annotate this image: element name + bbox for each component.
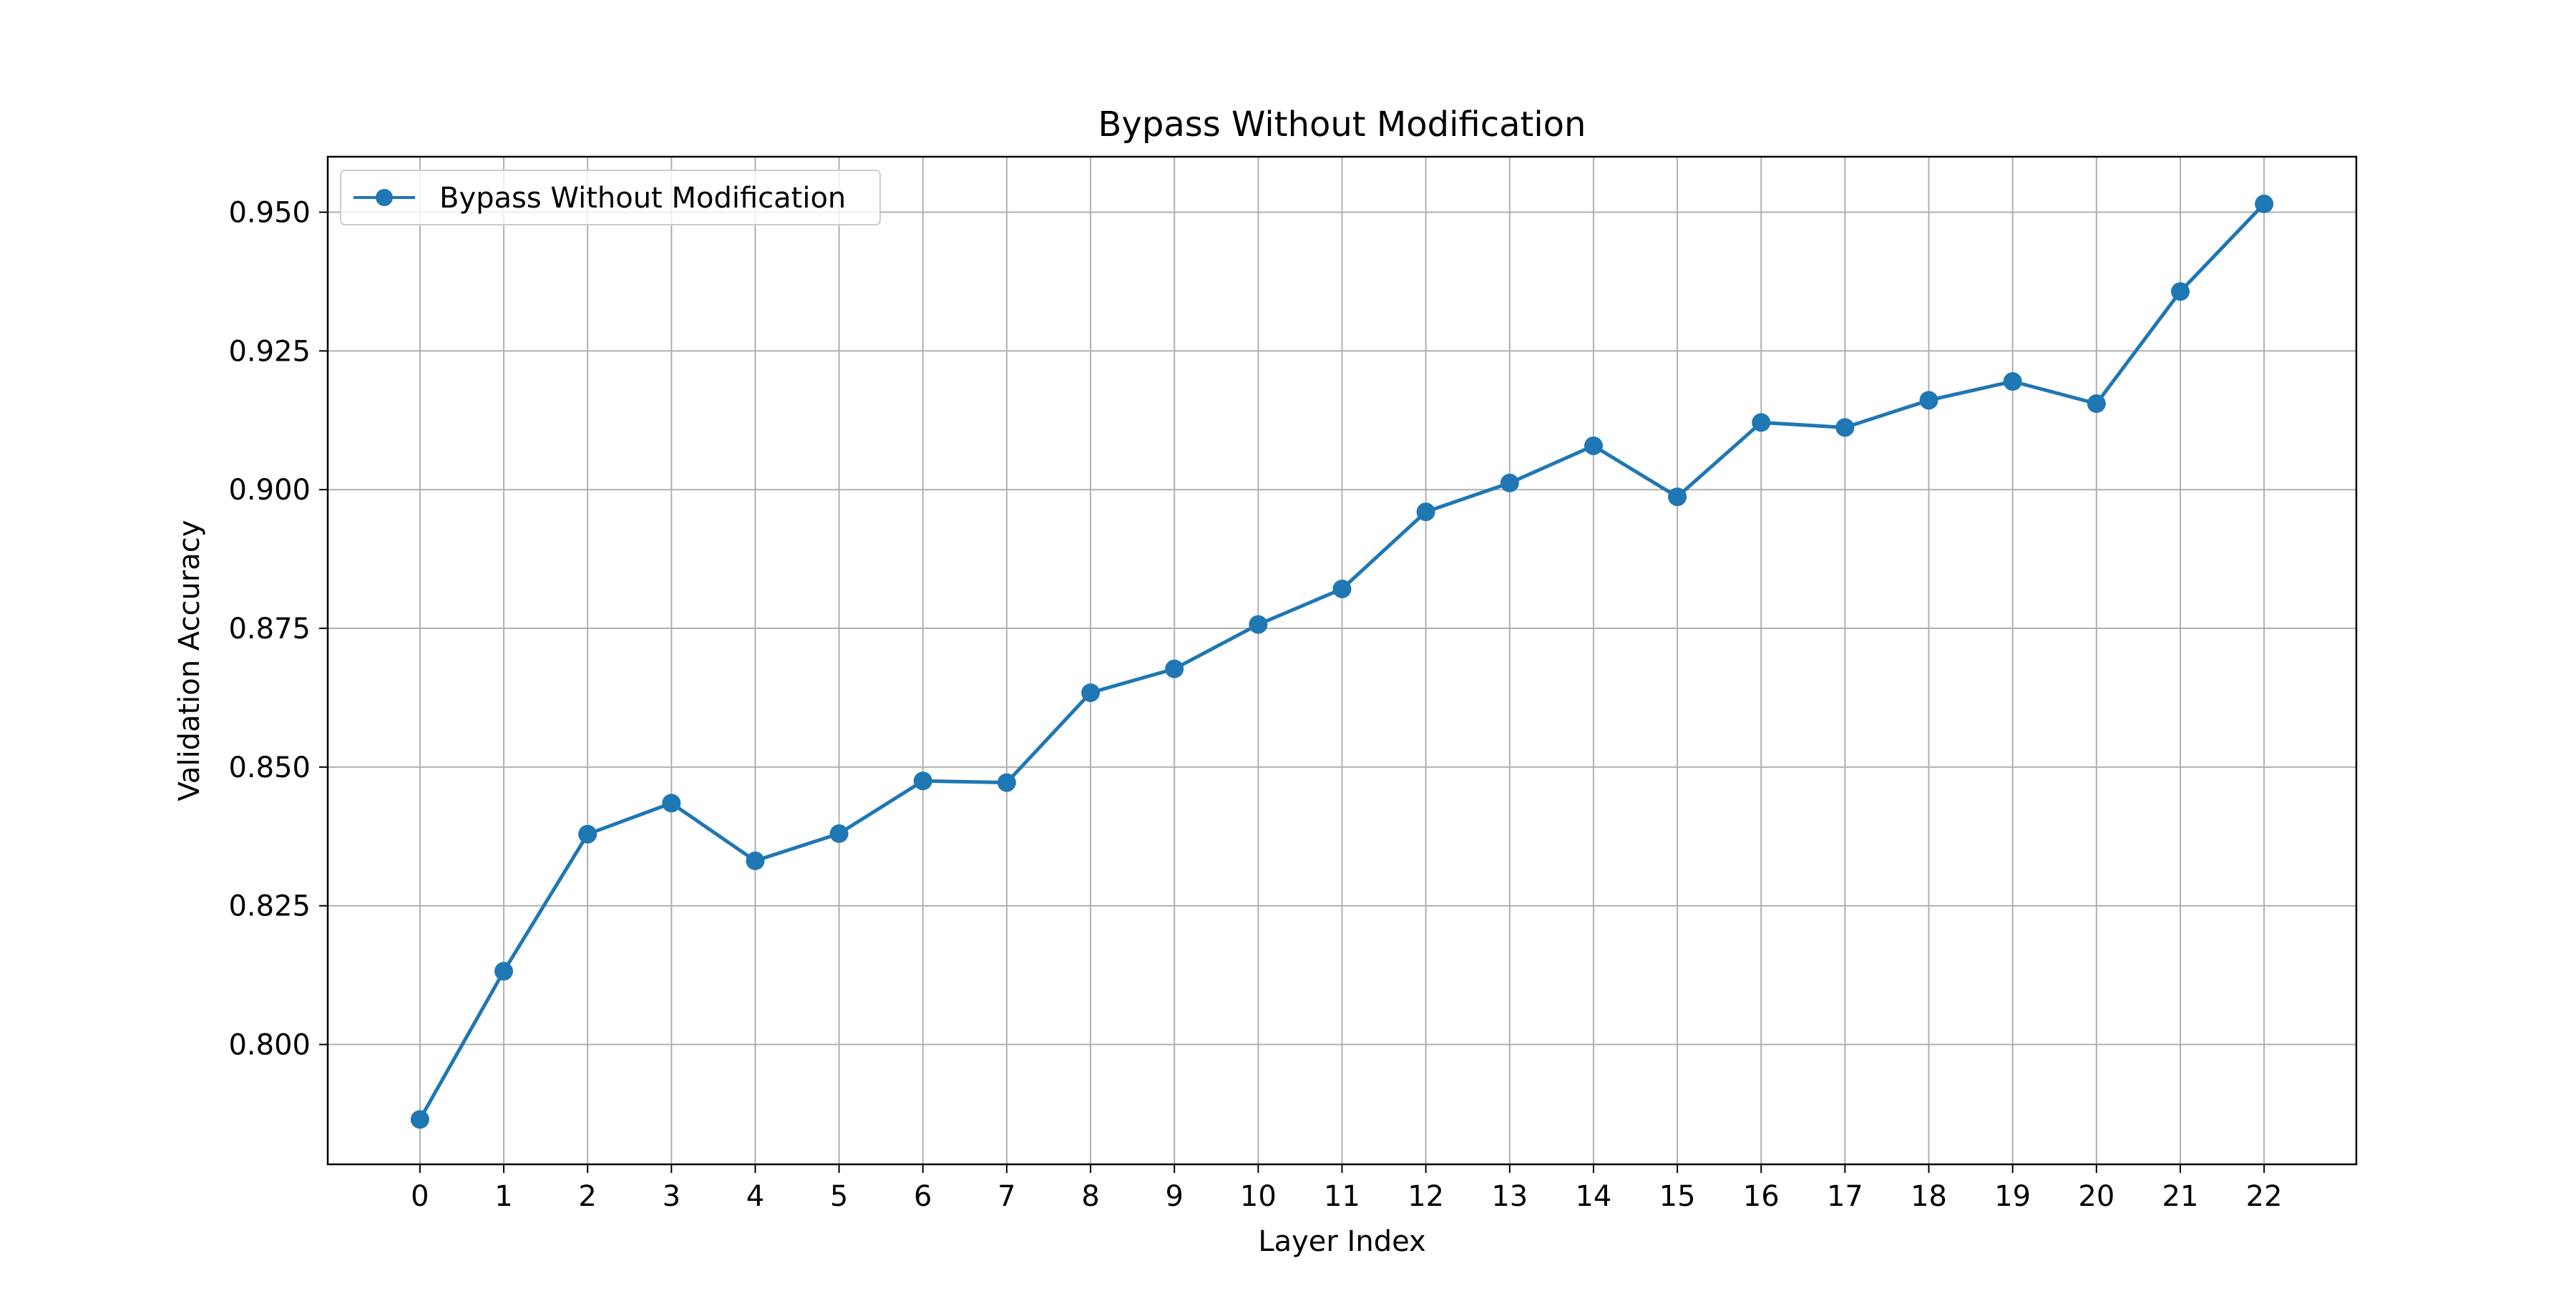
y-tick-label: 0.825: [228, 890, 311, 923]
data-point: [1919, 391, 1938, 410]
legend-label: Bypass Without Modification: [439, 182, 846, 215]
y-tick-label: 0.850: [228, 751, 311, 784]
x-tick-label: 14: [1575, 1180, 1611, 1213]
x-tick-label: 20: [2078, 1180, 2114, 1213]
data-point: [410, 1110, 429, 1129]
y-tick-label: 0.875: [228, 613, 311, 646]
data-point: [578, 824, 597, 844]
x-tick-label: 18: [1911, 1180, 1947, 1213]
x-tick-label: 5: [830, 1180, 848, 1213]
data-point: [829, 824, 849, 843]
y-tick-label: 0.950: [228, 197, 311, 230]
legend-marker-swatch: [376, 189, 393, 206]
data-point: [1668, 487, 1687, 507]
y-tick-label: 0.925: [228, 335, 311, 368]
y-axis: 0.800 0.825 0.850 0.875 0.900 0.925 0.950: [228, 197, 328, 1062]
data-point: [2087, 394, 2106, 414]
x-tick-label: 9: [1165, 1180, 1183, 1213]
series-layer: [410, 194, 2274, 1129]
data-point: [1500, 473, 1519, 492]
data-point: [494, 962, 514, 981]
x-tick-label: 19: [1994, 1180, 2031, 1213]
x-tick-label: 11: [1324, 1180, 1360, 1213]
data-point: [2170, 282, 2190, 301]
data-point: [1584, 436, 1603, 455]
x-tick-label: 22: [2246, 1180, 2283, 1213]
data-point: [1081, 683, 1101, 702]
x-tick-label: 13: [1491, 1180, 1528, 1213]
x-tick-label: 1: [494, 1180, 512, 1213]
data-point: [2255, 194, 2274, 213]
x-tick-label: 6: [914, 1180, 932, 1213]
data-point: [913, 771, 932, 791]
x-axis-label: Layer Index: [1258, 1225, 1425, 1258]
x-tick-label: 4: [746, 1180, 764, 1213]
x-tick-label: 16: [1743, 1180, 1780, 1213]
x-tick-label: 0: [411, 1180, 429, 1213]
x-axis: 0 1 2 3 4 5 6 7 8 9 10 11 12 13 14 15 16 17 18 19 20 21 22: [411, 1164, 2283, 1213]
legend: Bypass Without Modification: [340, 170, 881, 225]
chart-title: Bypass Without Modification: [1098, 104, 1586, 145]
data-point: [1752, 413, 1771, 432]
x-tick-label: 10: [1240, 1180, 1277, 1213]
data-point: [1249, 615, 1268, 634]
y-tick-label: 0.900: [228, 474, 311, 507]
data-point: [2003, 372, 2022, 391]
x-tick-label: 21: [2162, 1180, 2199, 1213]
x-tick-label: 2: [578, 1180, 596, 1213]
data-point: [1416, 502, 1435, 522]
x-tick-label: 3: [663, 1180, 680, 1213]
y-axis-label: Validation Accuracy: [173, 520, 206, 802]
y-tick-label: 0.800: [228, 1029, 311, 1062]
data-point: [1165, 659, 1184, 678]
x-tick-label: 8: [1081, 1180, 1099, 1213]
x-tick-label: 12: [1407, 1180, 1444, 1213]
data-point: [1835, 418, 1855, 437]
data-point: [662, 794, 681, 813]
x-tick-label: 15: [1659, 1180, 1696, 1213]
x-tick-label: 7: [997, 1180, 1015, 1213]
legend-box: [340, 170, 881, 225]
data-point: [997, 773, 1016, 792]
x-tick-label: 17: [1827, 1180, 1863, 1213]
data-point: [746, 851, 765, 870]
data-point: [1332, 579, 1352, 598]
